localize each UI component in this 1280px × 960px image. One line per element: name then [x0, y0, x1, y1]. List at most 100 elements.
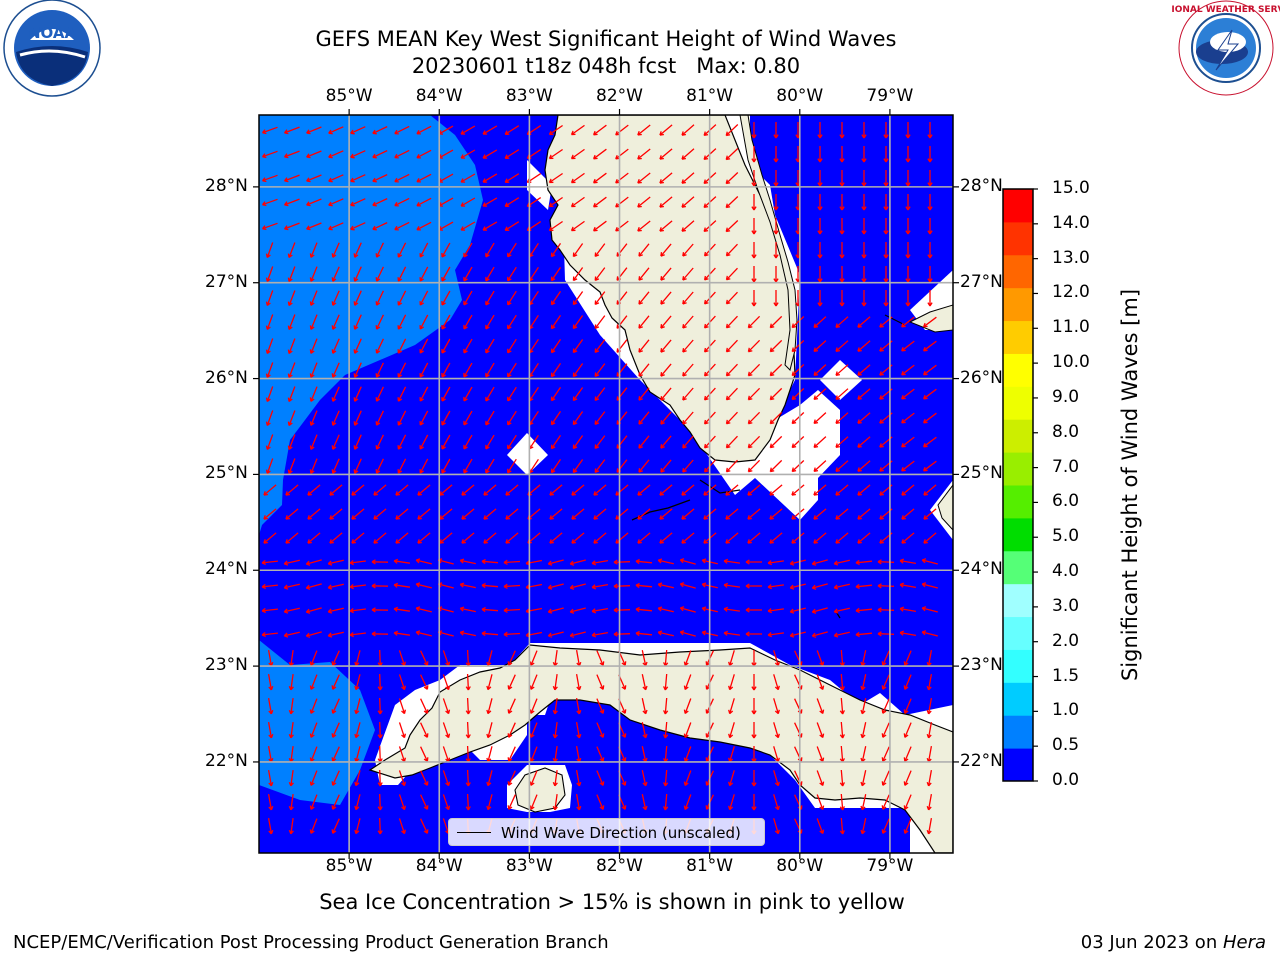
- wave-direction-arrow: [657, 558, 674, 565]
- wave-direction-arrow: [507, 290, 517, 306]
- wave-direction-arrow: [287, 290, 296, 307]
- wave-direction-arrow: [482, 125, 498, 135]
- colorbar-segment: [1003, 715, 1033, 749]
- wave-direction-arrow: [570, 172, 585, 184]
- wave-direction-arrow: [507, 314, 517, 330]
- wave-direction-arrow: [441, 266, 451, 282]
- wave-direction-arrow: [591, 631, 609, 638]
- wave-direction-arrow: [371, 631, 389, 637]
- wave-direction-arrow: [905, 146, 911, 163]
- lon-tick-label: 81°W: [686, 856, 734, 876]
- wave-direction-arrow: [331, 338, 340, 354]
- wave-direction-arrow: [415, 558, 432, 565]
- wave-direction-arrow: [594, 459, 606, 474]
- wave-direction-arrow: [791, 412, 805, 425]
- wave-direction-arrow: [903, 818, 912, 834]
- wave-direction-arrow: [309, 674, 318, 690]
- wave-direction-arrow: [375, 362, 384, 378]
- wave-direction-arrow: [813, 508, 827, 520]
- wave-direction-arrow: [267, 673, 274, 691]
- wave-direction-arrow: [420, 818, 429, 834]
- wave-direction-arrow: [922, 316, 937, 328]
- wave-direction-arrow: [773, 698, 780, 715]
- wave-direction-arrow: [816, 818, 825, 835]
- wave-direction-arrow: [638, 243, 650, 257]
- colorbar-tick-label: 12.0: [1052, 282, 1090, 303]
- gulf-higher-waves-region-south: [259, 640, 375, 805]
- wave-direction-arrow: [751, 722, 757, 739]
- lat-tick-label: 24°N: [960, 559, 1003, 580]
- wave-direction-arrow: [465, 793, 471, 811]
- wave-direction-arrow: [663, 721, 669, 739]
- wave-direction-arrow: [835, 484, 849, 496]
- colorbar-tick-label: 1.0: [1052, 700, 1080, 721]
- wave-direction-arrow: [637, 148, 651, 160]
- wave-direction-arrow: [483, 484, 497, 496]
- wave-direction-arrow: [441, 290, 451, 306]
- wave-direction-arrow: [839, 194, 845, 211]
- wave-direction-arrow: [594, 363, 606, 378]
- wave-direction-arrow: [901, 508, 915, 520]
- wave-direction-arrow: [861, 146, 867, 163]
- wave-direction-arrow: [927, 122, 933, 139]
- wave-direction-arrow: [485, 242, 495, 258]
- wave-direction-arrow: [507, 362, 517, 378]
- wave-direction-arrow: [594, 291, 606, 306]
- wave-direction-arrow: [723, 558, 740, 564]
- wave-direction-arrow: [921, 630, 938, 637]
- wave-direction-arrow: [331, 770, 340, 786]
- wave-direction-arrow: [305, 631, 322, 638]
- wave-direction-arrow: [575, 769, 582, 787]
- wave-direction-arrow: [657, 582, 674, 589]
- wave-direction-arrow: [593, 484, 607, 496]
- wave-direction-arrow: [287, 410, 296, 427]
- wave-direction-arrow: [839, 122, 845, 139]
- wave-direction-arrow: [725, 508, 739, 520]
- wave-direction-arrow: [331, 722, 340, 738]
- wave-direction-arrow: [725, 267, 738, 281]
- wave-direction-arrow: [373, 532, 387, 544]
- wave-direction-arrow: [751, 794, 757, 811]
- wave-direction-arrow: [265, 290, 274, 307]
- wave-direction-arrow: [835, 340, 849, 352]
- colorbar-label-text: Significant Height of Wind Waves [m]: [1118, 288, 1142, 682]
- wave-direction-arrow: [725, 459, 738, 473]
- wave-direction-arrow: [507, 698, 516, 714]
- wave-direction-arrow: [835, 316, 849, 328]
- wave-direction-arrow: [331, 410, 340, 426]
- wave-direction-arrow: [682, 411, 694, 425]
- wave-direction-arrow: [485, 386, 495, 402]
- wave-direction-arrow: [592, 124, 607, 136]
- wave-direction-arrow: [463, 338, 473, 354]
- wave-direction-arrow: [881, 698, 890, 714]
- wave-direction-arrow: [660, 387, 672, 401]
- wave-direction-arrow: [903, 794, 912, 810]
- wave-direction-arrow: [638, 411, 650, 425]
- wave-direction-arrow: [725, 484, 739, 496]
- wave-direction-arrow: [420, 698, 429, 714]
- wave-direction-arrow: [261, 631, 278, 638]
- colorbar-segment: [1003, 748, 1033, 782]
- wave-direction-arrow: [353, 314, 362, 330]
- wave-direction-arrow: [394, 125, 410, 135]
- wave-direction-arrow: [835, 460, 849, 472]
- wave-direction-arrow: [505, 484, 519, 496]
- wave-direction-arrow: [641, 674, 648, 691]
- lat-tick-label: 28°N: [960, 175, 1003, 196]
- wave-direction-arrow: [460, 221, 476, 231]
- wave-direction-arrow: [596, 698, 605, 714]
- wave-direction-arrow: [354, 818, 361, 835]
- wave-direction-arrow: [679, 582, 696, 589]
- wave-direction-arrow: [767, 584, 784, 590]
- wave-direction-arrow: [547, 559, 564, 566]
- wave-direction-arrow: [570, 220, 585, 232]
- wave-direction-arrow: [287, 338, 296, 355]
- wave-direction-arrow: [415, 630, 432, 637]
- wave-direction-arrow: [817, 242, 823, 259]
- wave-direction-arrow: [813, 460, 827, 473]
- wave-direction-arrow: [657, 630, 674, 637]
- wave-direction-arrow: [681, 220, 695, 232]
- wave-direction-arrow: [857, 484, 871, 496]
- wave-direction-arrow: [305, 607, 322, 614]
- wave-direction-arrow: [663, 673, 669, 691]
